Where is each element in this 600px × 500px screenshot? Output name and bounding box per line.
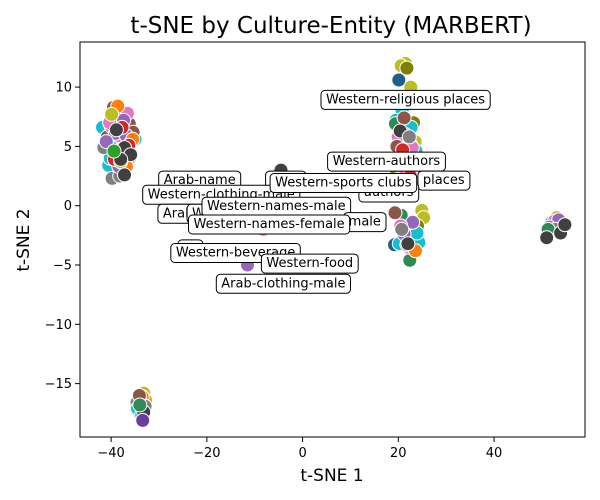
y-tick-label: 5 — [64, 140, 72, 155]
y-axis-ticks: −15 −10 −5 0 5 10 — [45, 81, 80, 392]
annotation-label: Arab-clothing-male — [215, 273, 351, 294]
annotation-label: places — [417, 170, 471, 191]
scatter-point — [394, 221, 410, 237]
svg-text:places: places — [423, 173, 465, 188]
scatter-point — [108, 122, 124, 138]
x-tick-label: 0 — [298, 446, 306, 461]
annotation-label: Western-names-female — [188, 214, 351, 235]
chart-title: t-SNE by Culture-Entity (MARBERT) — [130, 13, 531, 39]
svg-text:Western-authors: Western-authors — [333, 154, 441, 169]
annotation-label: Western-food — [260, 253, 359, 274]
y-axis-label: t-SNE 2 — [14, 208, 34, 271]
svg-text:Western-names-female: Western-names-female — [194, 217, 345, 232]
x-tick-label: −40 — [97, 446, 124, 461]
scatter-point — [387, 205, 403, 221]
svg-text:Western-names-male: Western-names-male — [207, 199, 346, 214]
svg-text:Arab-name: Arab-name — [164, 173, 236, 188]
y-tick-label: −15 — [45, 377, 72, 392]
scatter-point — [135, 412, 151, 428]
annotation-label: Western-sports clubs — [269, 173, 418, 193]
svg-text:Arab-clothing-male: Arab-clothing-male — [221, 276, 345, 291]
x-tick-label: −20 — [193, 446, 220, 461]
scatter-point — [104, 106, 120, 122]
scatter-point — [396, 110, 412, 126]
x-axis-label: t-SNE 1 — [300, 466, 363, 486]
svg-text:Western-food: Western-food — [266, 256, 353, 271]
scatter-point — [401, 129, 417, 145]
scatter-point — [132, 397, 148, 413]
y-tick-label: −5 — [53, 259, 72, 274]
svg-text:Arab: Arab — [163, 206, 193, 221]
scatter-point — [539, 230, 555, 246]
annotation-label: Western-names-male — [201, 196, 352, 217]
scatter-point — [106, 143, 122, 159]
scatter-point — [557, 217, 573, 233]
x-tick-label: 40 — [486, 446, 503, 461]
annotation-label: Western-religious places — [320, 89, 491, 110]
annotation-label: Western-authors — [327, 151, 446, 172]
plot-frame — [79, 41, 586, 438]
y-tick-label: 0 — [64, 199, 72, 214]
scatter-point — [399, 60, 415, 76]
x-axis-ticks: −40 −20 0 20 40 — [97, 437, 502, 461]
svg-text:Western-religious places: Western-religious places — [326, 92, 485, 107]
svg-text:Western-sports clubs: Western-sports clubs — [275, 176, 412, 191]
annotations-layer: Western-religious places Western-authors p… — [142, 89, 491, 294]
svg-text:male: male — [349, 215, 381, 230]
scatter-point — [400, 236, 416, 252]
y-tick-label: −10 — [45, 318, 72, 333]
scatter-point — [391, 72, 407, 88]
scatter-point — [117, 167, 132, 183]
x-tick-label: 20 — [390, 446, 407, 461]
points-layer — [95, 55, 573, 428]
y-tick-label: 10 — [55, 81, 72, 96]
